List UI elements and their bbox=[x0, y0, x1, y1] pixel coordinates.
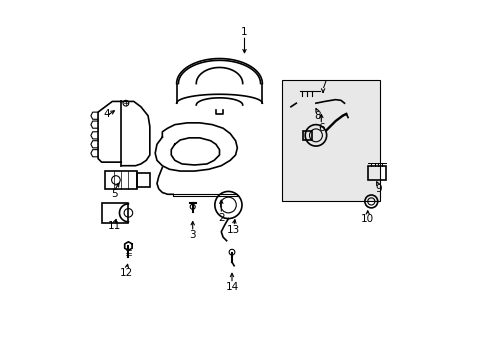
Text: 12: 12 bbox=[120, 268, 133, 278]
Bar bbox=[303, 131, 312, 140]
Text: 9: 9 bbox=[374, 184, 381, 194]
Text: 13: 13 bbox=[227, 225, 240, 235]
Text: 11: 11 bbox=[107, 221, 121, 231]
Bar bbox=[296, 96, 315, 111]
Text: 5: 5 bbox=[111, 189, 117, 199]
Bar bbox=[102, 203, 128, 223]
Text: 7: 7 bbox=[319, 80, 325, 90]
Bar bbox=[367, 166, 385, 180]
Text: 10: 10 bbox=[361, 214, 373, 224]
Text: 6: 6 bbox=[317, 123, 324, 133]
Text: 4: 4 bbox=[103, 109, 110, 119]
Text: 2: 2 bbox=[218, 212, 224, 222]
Text: 8: 8 bbox=[314, 111, 321, 121]
Text: 3: 3 bbox=[189, 230, 196, 240]
Bar bbox=[105, 171, 137, 189]
Text: 14: 14 bbox=[225, 282, 238, 292]
Text: 1: 1 bbox=[241, 27, 247, 37]
Bar bbox=[137, 173, 149, 187]
Bar bbox=[282, 80, 380, 202]
